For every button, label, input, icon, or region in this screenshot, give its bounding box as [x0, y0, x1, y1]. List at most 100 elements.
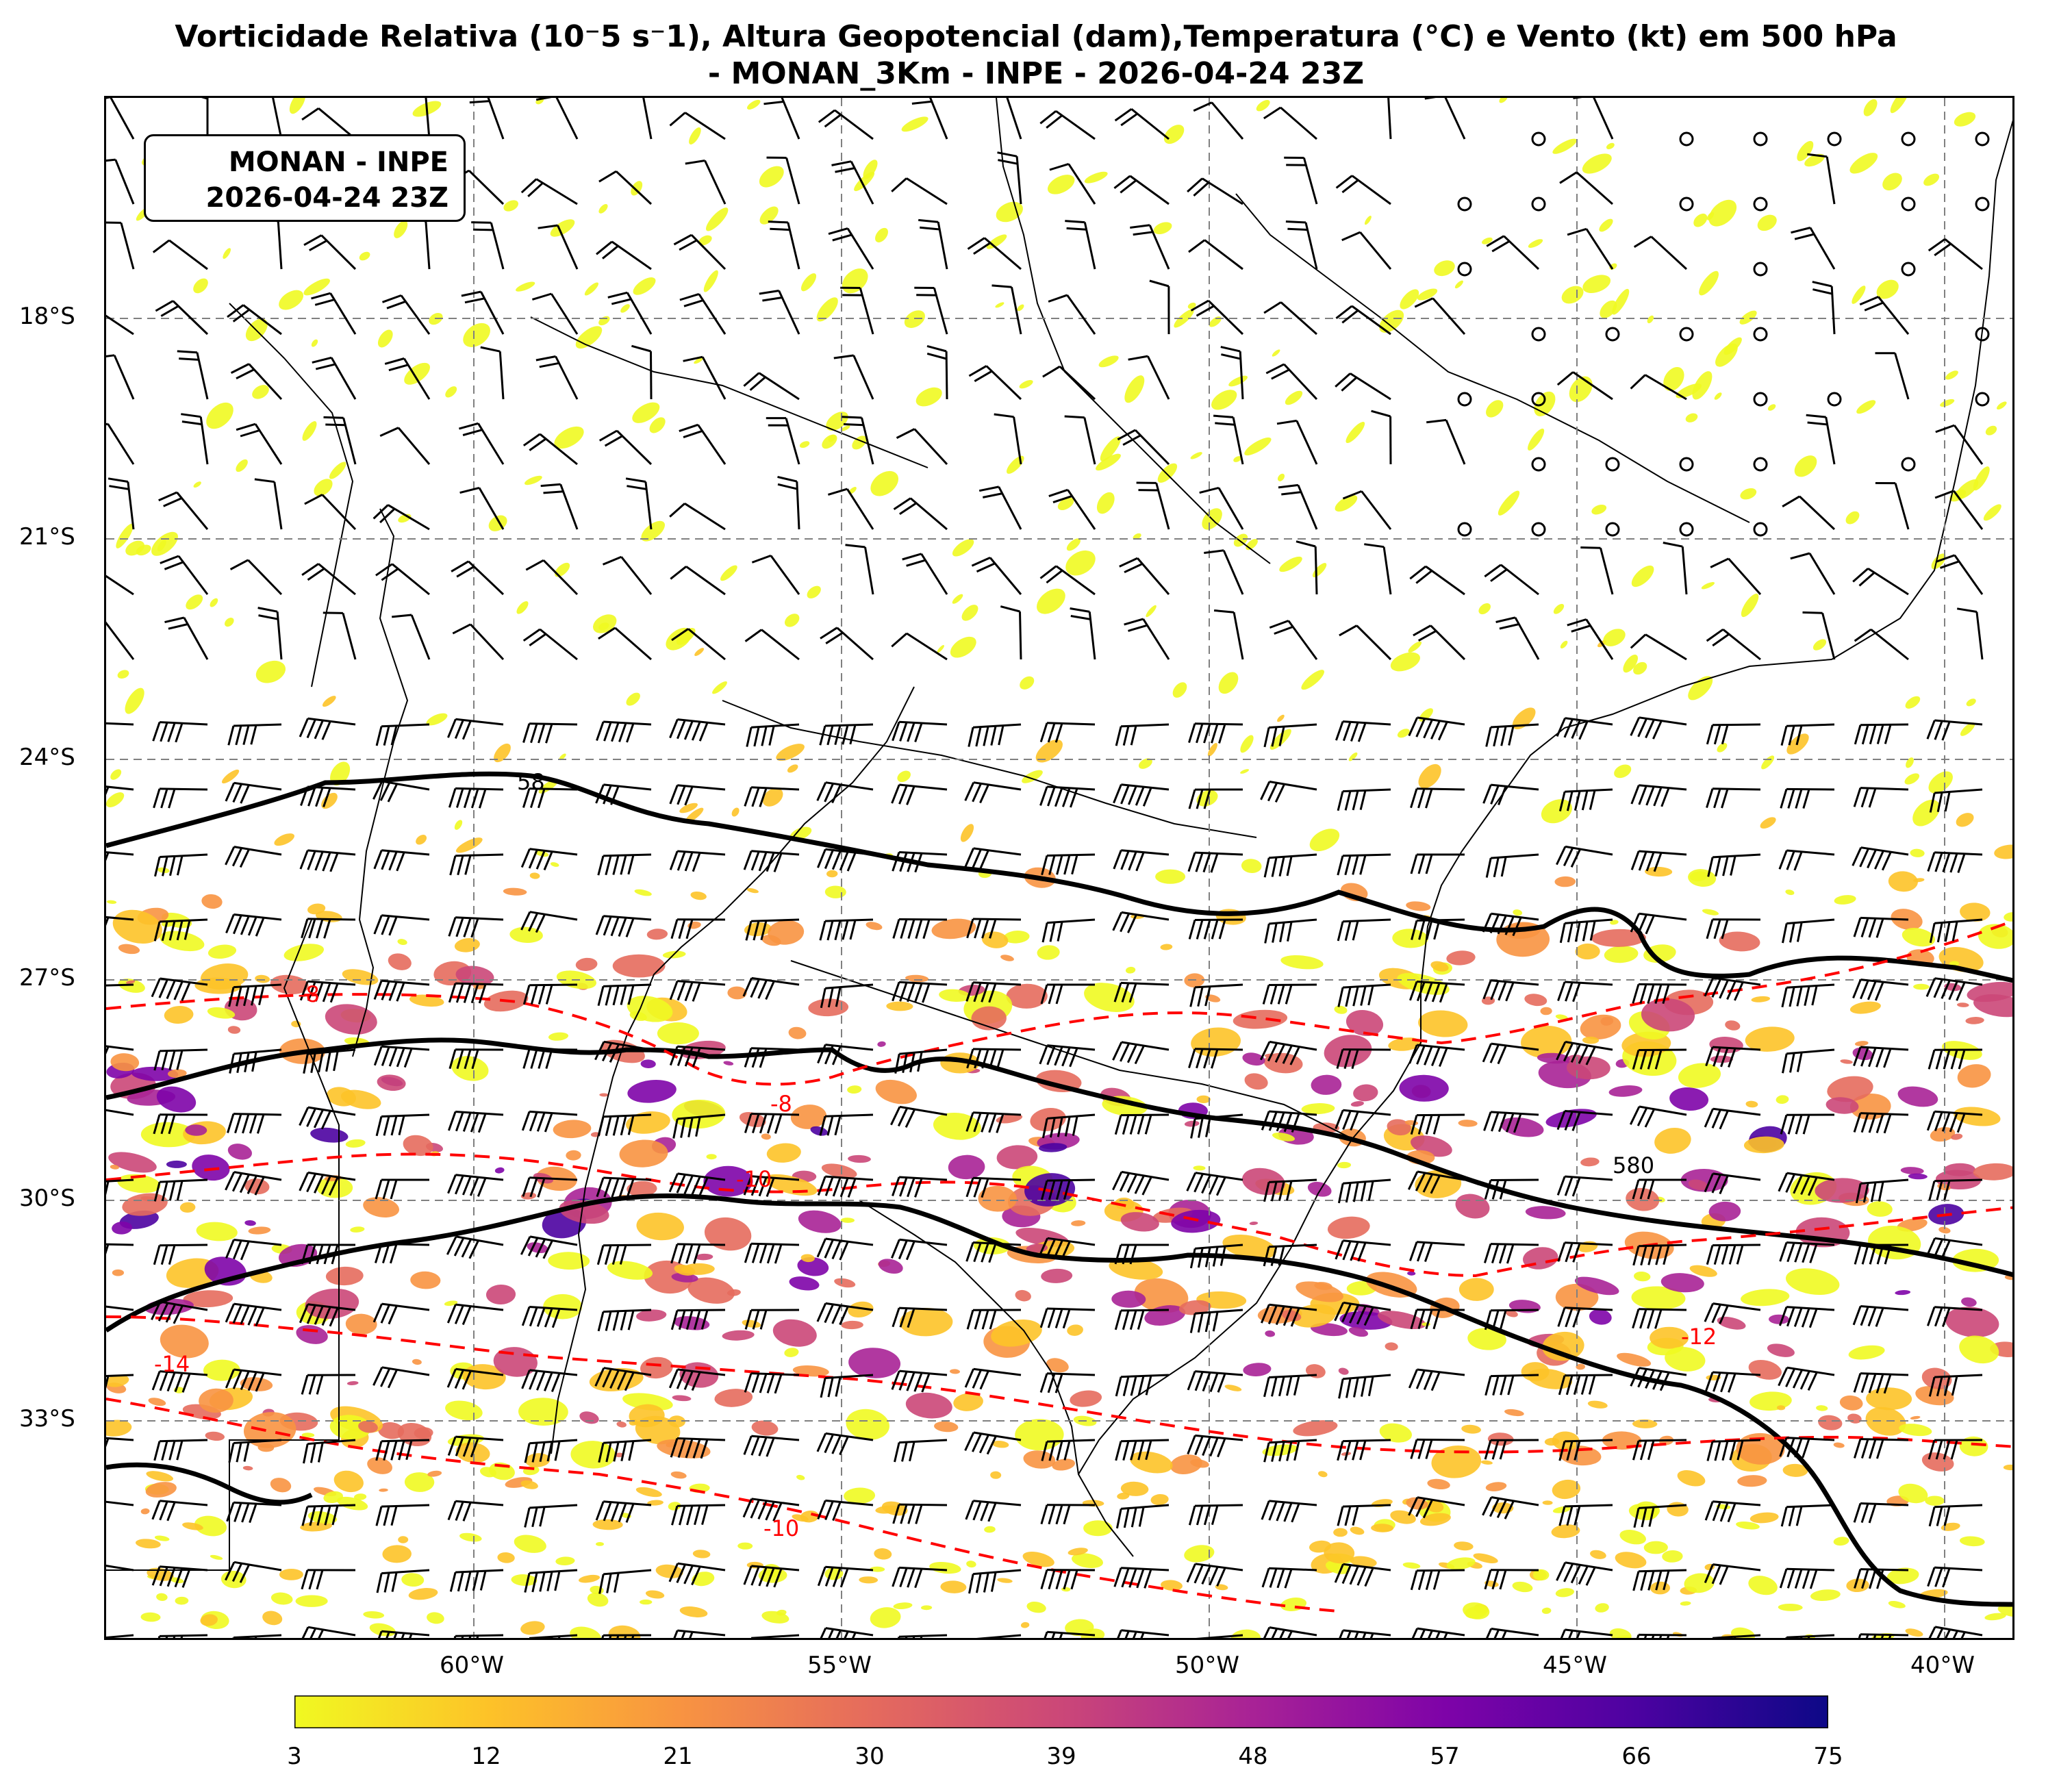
vorticity-blob [1973, 466, 1990, 491]
wind-barb [902, 553, 948, 595]
vorticity-blob [244, 1178, 270, 1195]
vorticity-blob [302, 421, 317, 441]
vorticity-blob [905, 1392, 952, 1419]
vorticity-blob [1677, 1470, 1706, 1487]
vorticity-blob [1311, 1323, 1348, 1337]
wind-barb [1128, 355, 1170, 400]
vorticity-blob [337, 1496, 368, 1511]
vorticity-blob [1307, 1181, 1332, 1197]
wind-barb [1633, 236, 1688, 270]
vorticity-blob [140, 1612, 161, 1622]
wind-barb [1424, 98, 1466, 140]
vorticity-blob [201, 894, 223, 909]
wind-barb [164, 616, 209, 660]
wind-barb [106, 422, 135, 465]
vorticity-blob [409, 994, 444, 1007]
wind-barb [227, 723, 282, 746]
wind-barb [968, 365, 1022, 401]
wind-barb [596, 240, 652, 270]
vorticity-blob [776, 744, 805, 761]
wind-barb [1112, 911, 1170, 933]
wind-barb [1263, 853, 1317, 878]
wind-barb [914, 286, 948, 335]
vorticity-blob [1498, 490, 1520, 516]
wind-barb [152, 239, 208, 270]
wind-barb [153, 1439, 208, 1461]
wind-barb [1114, 1309, 1170, 1330]
wind-barb [452, 623, 505, 661]
wind-barb [1187, 1370, 1243, 1393]
wind-barb [976, 1634, 1022, 1638]
wind-barb [1039, 110, 1096, 140]
vorticity-blob [797, 1257, 829, 1276]
chart-title-line1: Vorticidade Relativa (10⁻5 s⁻1), Altura … [175, 19, 1897, 54]
wind-barb [1187, 177, 1243, 205]
vorticity-blob [1576, 1363, 1585, 1370]
wind-barb [106, 1500, 134, 1506]
wind-barb [1929, 918, 1983, 944]
vorticity-blob [1959, 1536, 1985, 1547]
vorticity-blob [575, 957, 598, 971]
vorticity-blob [242, 1465, 253, 1471]
wind-barb [742, 1498, 800, 1522]
wind-barb [1956, 607, 1984, 660]
vorticity-blob [1249, 1221, 1259, 1226]
vorticity-blob [1071, 1220, 1086, 1226]
vorticity-blob [257, 1443, 275, 1452]
vorticity-blob [1785, 889, 1795, 896]
wind-barb [1806, 414, 1836, 465]
vorticity-blob [1663, 366, 1684, 392]
wind-barb [1115, 1439, 1170, 1461]
vorticity-blob [1003, 931, 1030, 944]
vorticity-blob [1218, 672, 1239, 694]
wind-barb [1196, 1634, 1243, 1638]
vorticity-blob [330, 761, 351, 786]
wind-barb [965, 1500, 1022, 1522]
vorticity-blob [1833, 1442, 1845, 1448]
vorticity-blob [1680, 1601, 1691, 1606]
wind-barb [1285, 220, 1318, 270]
vorticity-blob [1111, 1290, 1146, 1308]
vorticity-blob [1736, 1522, 1760, 1530]
wind-barb [816, 1432, 874, 1456]
wind-barb [229, 1048, 282, 1074]
vorticity-blob [252, 385, 269, 399]
vorticity-blob [1146, 605, 1157, 618]
wind-barb [1483, 1111, 1539, 1133]
vorticity-blob [548, 1252, 590, 1270]
height-label-580: 580 [1613, 1152, 1654, 1178]
vorticity-blob [788, 1026, 807, 1039]
vorticity-blob [731, 807, 740, 817]
vorticity-blob [929, 1561, 961, 1574]
wind-barb [1482, 979, 1539, 1002]
vorticity-blob [414, 1427, 433, 1439]
vorticity-blob [1211, 390, 1237, 410]
wind-barb [372, 1366, 430, 1389]
vorticity-blob [1430, 961, 1449, 972]
vorticity-blob [1022, 1552, 1054, 1567]
vorticity-blob [329, 462, 346, 479]
wind-barb [1411, 918, 1465, 940]
wind-barb [964, 847, 1022, 870]
wind-barb [1854, 723, 1909, 745]
wind-barb [106, 1437, 134, 1448]
wind-barb [106, 1109, 134, 1116]
wind-barb [225, 1171, 282, 1196]
vorticity-blob [1427, 1478, 1450, 1490]
wind-barb [106, 314, 134, 336]
vorticity-blob [1833, 1537, 1849, 1546]
wind-barb [301, 1569, 356, 1590]
temp-label-minus10-b: -10 [763, 1515, 799, 1541]
state-line-6 [229, 303, 354, 687]
wind-barb [1484, 1309, 1539, 1330]
vorticity-blob [1138, 758, 1152, 769]
vorticity-blob [1591, 929, 1646, 947]
vorticity-blob [210, 1554, 223, 1560]
vorticity-blob [1277, 473, 1285, 481]
wind-barb [1482, 783, 1539, 805]
wind-barb [1114, 1113, 1170, 1135]
vorticity-blob [1778, 1603, 1803, 1611]
border-argentina [106, 919, 340, 1571]
vorticity-blob [1458, 1278, 1494, 1301]
wind-barb [820, 1374, 874, 1398]
